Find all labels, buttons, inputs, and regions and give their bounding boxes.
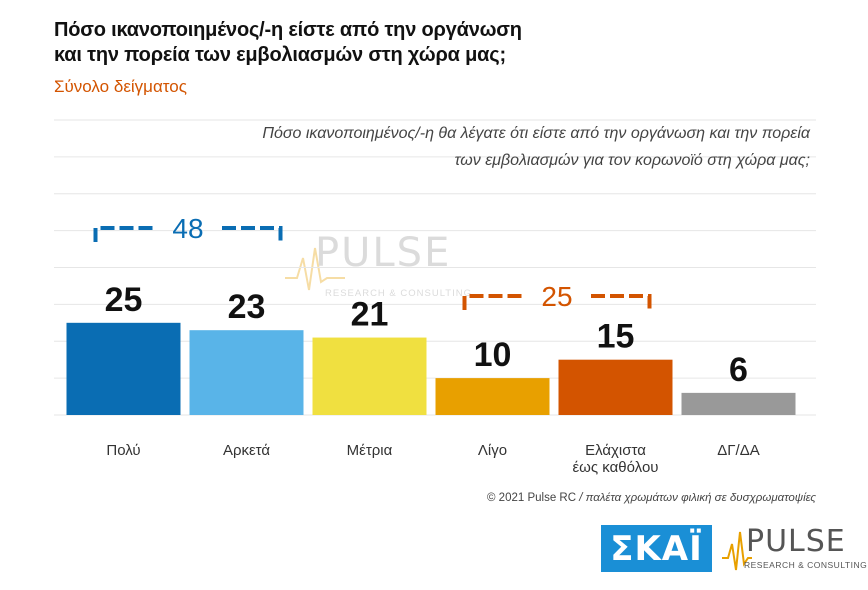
bracket-total-label: 48 xyxy=(172,213,203,244)
chart-title: Πόσο ικανοποιημένος/-η είστε από την οργ… xyxy=(54,18,694,68)
value-label: 25 xyxy=(105,281,143,319)
pulse-logo: PULSE RESEARCH & CONSULTING xyxy=(722,524,867,576)
category-label: έως καθόλου xyxy=(572,459,658,476)
bracket-right xyxy=(591,294,652,310)
category-label: ΔΓ/ΔΑ xyxy=(717,442,759,459)
question-line-1: Πόσο ικανοποιημένος/-η θα λέγατε ότι είσ… xyxy=(262,125,810,142)
watermark-sub: RESEARCH & CONSULTING xyxy=(325,288,472,299)
bar xyxy=(189,330,304,415)
pulse-wave-icon xyxy=(722,531,752,571)
bracket-right xyxy=(222,226,283,242)
question-line-2: των εμβολιασμών για τον κορωνοϊό στη χώρ… xyxy=(454,152,810,169)
bar xyxy=(435,378,550,415)
bar xyxy=(681,392,796,415)
bar xyxy=(66,322,181,415)
footer-separator: / xyxy=(579,492,583,504)
pulse-logo-sub: RESEARCH & CONSULTING xyxy=(744,560,868,570)
pulse-wave-icon xyxy=(285,247,345,291)
bar xyxy=(312,337,427,415)
value-label: 10 xyxy=(474,336,512,374)
survey-question: Πόσο ικανοποιημένος/-η θα λέγατε ότι είσ… xyxy=(150,120,810,174)
footer-credit: © 2021 Pulse RC / παλέτα χρωμάτων φιλική… xyxy=(420,492,816,504)
title-line-1: Πόσο ικανοποιημένος/-η είστε από την οργ… xyxy=(54,19,522,41)
category-label: Λίγο xyxy=(478,442,507,459)
bracket-left xyxy=(93,226,154,242)
category-label: Αρκετά xyxy=(223,442,270,459)
value-label: 6 xyxy=(729,351,748,389)
value-label: 15 xyxy=(597,318,635,356)
copyright-text: © 2021 Pulse RC xyxy=(487,492,577,504)
pulse-logo-word: PULSE xyxy=(746,524,846,559)
value-label: 21 xyxy=(351,296,389,334)
palette-note: παλέτα χρωμάτων φιλική σε δυσχρωματοψίες xyxy=(585,492,816,504)
bracket-left xyxy=(462,294,523,310)
category-label: Μέτρια xyxy=(347,442,393,459)
value-label: 23 xyxy=(228,288,266,326)
watermark-word: PULSE xyxy=(315,230,452,276)
chart-subtitle: Σύνολο δείγματος xyxy=(54,77,187,96)
category-label: Ελάχιστα xyxy=(585,442,646,459)
bar xyxy=(558,359,673,415)
skai-logo: ΣΚΑΪ xyxy=(601,525,712,572)
category-label: Πολύ xyxy=(106,442,140,459)
pulse-watermark: PULSE RESEARCH & CONSULTING xyxy=(285,230,485,310)
title-line-2: και την πορεία των εμβολιασμών στη χώρα … xyxy=(54,44,506,66)
bracket-total-label: 25 xyxy=(541,281,572,312)
